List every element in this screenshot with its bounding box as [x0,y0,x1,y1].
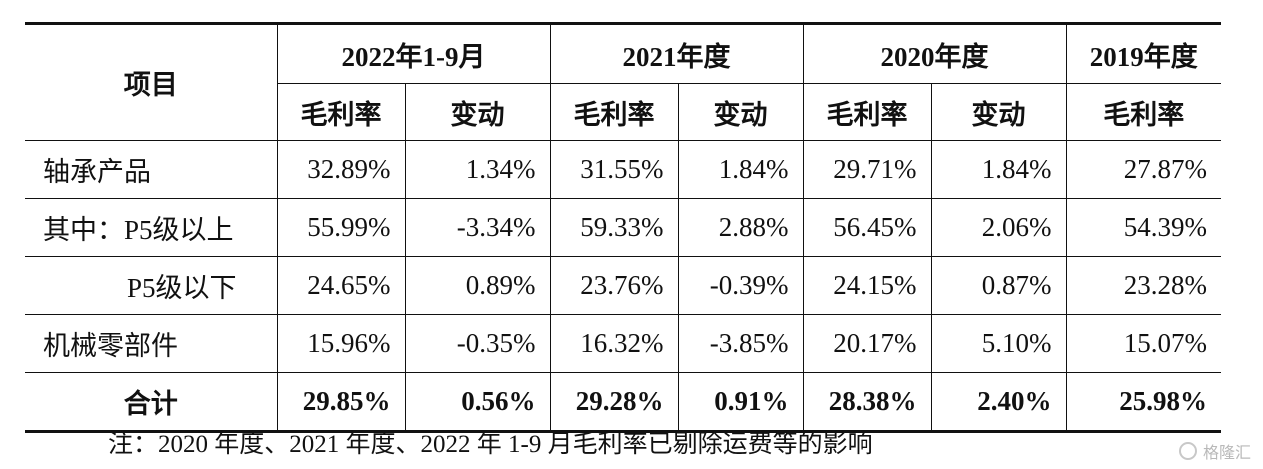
row-label: 机械零部件 [25,314,277,373]
table-cell: 54.39% [1065,198,1221,257]
table-cell: 15.07% [1065,314,1221,373]
table-cell: 59.33% [549,198,678,257]
table-cell: -0.35% [404,314,550,373]
total-label: 合计 [25,372,277,433]
header-gross-2019: 毛利率 [1065,83,1221,141]
header-period-2020: 2020年度 [802,22,1066,84]
table-cell: 1.34% [404,140,550,199]
header-period-2019: 2019年度 [1065,22,1221,84]
table-cell: 27.87% [1065,140,1221,199]
watermark-logo-icon [1178,442,1197,460]
table-cell: 2.88% [677,198,803,257]
table-cell: 2.06% [930,198,1066,257]
header-period-2021: 2021年度 [549,22,803,84]
table-cell: 5.10% [930,314,1066,373]
header-row-periods: 项目 2022年1-9月 2021年度 2020年度 2019年度 [25,22,1221,141]
header-change-2020: 变动 [930,83,1066,141]
table-cell: -3.34% [404,198,550,257]
table-cell: 0.87% [930,256,1066,315]
table-cell: 24.15% [802,256,931,315]
header-period-2022: 2022年1-9月 [276,22,550,84]
table-total-row: 合计 29.85% 0.56% 29.28% 0.91% 28.38% 2.40… [25,372,1221,433]
header-change-2021: 变动 [677,83,803,141]
total-cell: 0.91% [677,372,803,433]
table-cell: -0.39% [677,256,803,315]
table-cell: 56.45% [802,198,931,257]
table-cell: -3.85% [677,314,803,373]
table-row: P5级以下 24.65% 0.89% 23.76% -0.39% 24.15% … [25,256,1221,315]
header-gross-2020: 毛利率 [802,83,931,141]
header-gross-2021: 毛利率 [549,83,678,141]
watermark-text: 格隆汇 [1202,443,1251,462]
row-label: 其中：P5级以上 [25,198,277,257]
total-cell: 29.85% [276,372,405,433]
table-row: 其中：P5级以上 55.99% -3.34% 59.33% 2.88% 56.4… [25,198,1221,257]
table-cell: 31.55% [549,140,678,199]
table-footnote: 注：2020 年度、2021 年度、2022 年 1-9 月毛利率已剔除运费等的… [108,431,873,458]
table-cell: 24.65% [276,256,405,315]
table-cell: 29.71% [802,140,931,199]
table-cell: 0.89% [404,256,550,315]
header-row-subcolumns: 毛利率 变动 毛利率 变动 毛利率 变动 毛利率 [25,83,1221,141]
row-label: P5级以下 [25,256,277,315]
header-item: 项目 [25,22,277,141]
total-cell: 29.28% [549,372,678,433]
table-cell: 23.76% [549,256,678,315]
table-cell: 1.84% [677,140,803,199]
table-cell: 32.89% [276,140,405,199]
table-cell: 15.96% [276,314,405,373]
table-row: 轴承产品 32.89% 1.34% 31.55% 1.84% 29.71% 1.… [25,140,1221,199]
gross-margin-table: 项目 2022年1-9月 2021年度 2020年度 2019年度 毛利率 变动… [25,22,1221,433]
table-row: 机械零部件 15.96% -0.35% 16.32% -3.85% 20.17%… [25,314,1221,373]
table-cell: 23.28% [1065,256,1221,315]
header-change-2022: 变动 [404,83,550,141]
total-cell: 2.40% [930,372,1066,433]
watermark: 格隆汇 [1178,439,1251,463]
total-cell: 25.98% [1065,372,1221,433]
table-cell: 1.84% [930,140,1066,199]
gross-margin-table-container: 项目 2022年1-9月 2021年度 2020年度 2019年度 毛利率 变动… [25,22,1221,433]
total-cell: 28.38% [802,372,931,433]
table-cell: 20.17% [802,314,931,373]
table-cell: 16.32% [549,314,678,373]
header-gross-2022: 毛利率 [276,83,405,141]
row-label: 轴承产品 [43,157,151,187]
table-cell: 55.99% [276,198,405,257]
total-cell: 0.56% [404,372,550,433]
